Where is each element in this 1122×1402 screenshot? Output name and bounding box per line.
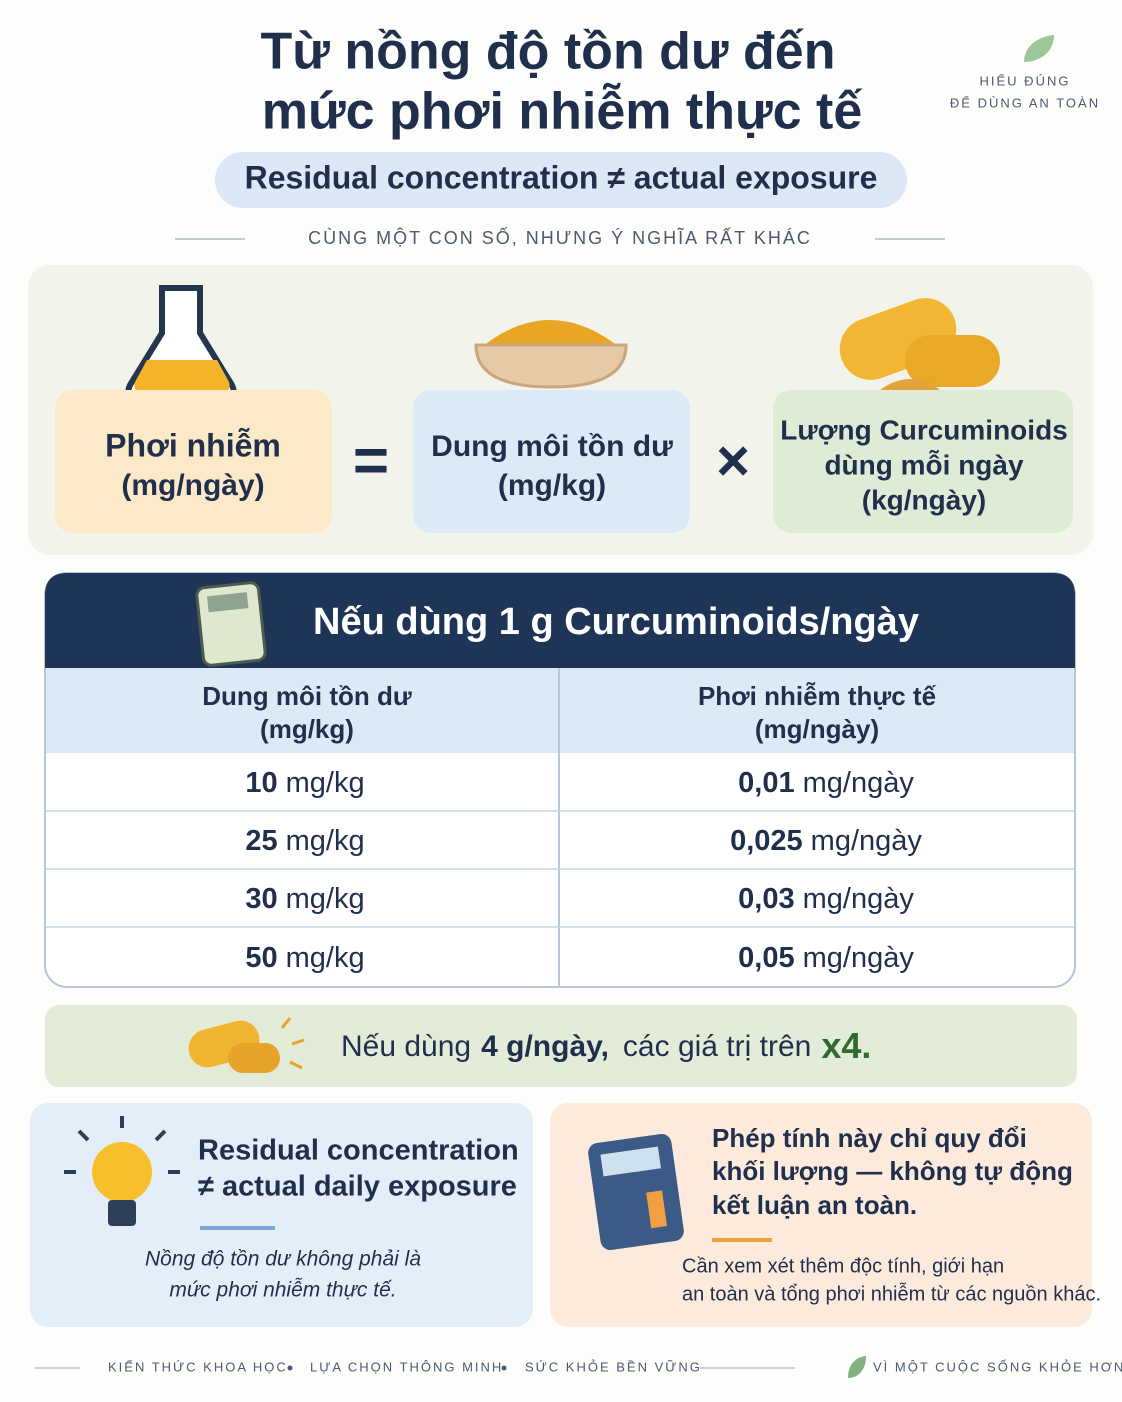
table-cell: 50 mg/kg [245,942,364,974]
card-text: Nồng độ tồn dư không phải là [145,1248,421,1271]
sparkle [280,1017,305,1070]
calculator-screen [600,1146,661,1177]
info-card [550,1103,1092,1327]
table-cell: 10 mg/kg [245,767,364,799]
card-text: Cần xem xét thêm độc tính, giới hạn [682,1255,1004,1277]
note-part: các giá trị trên [623,1030,811,1063]
note-part: x4. [821,1025,871,1066]
card-title: ≠ actual daily exposure [198,1171,517,1203]
footer-item: SỨC KHỎE BỀN VỮNG [525,1359,702,1374]
footer-slogan: VÌ MỘT CUỘC SỐNG KHỎE HƠN [873,1359,1122,1374]
cell-value: 0,025 [730,825,803,857]
powder [880,379,940,390]
bulb-icon [64,1116,180,1226]
cell-unit: mg/ngày [803,767,915,799]
note-part: Nếu dùng [341,1030,471,1063]
formula-term: (kg/ngày) [862,484,986,515]
title-line: mức phơi nhiễm thực tế [262,83,863,141]
subtitle-pill [215,152,907,208]
formula-term: dùng mỗi ngày [824,449,1024,480]
calculator-screen [206,592,249,613]
table-cell: 0,01 mg/ngày [738,767,914,799]
card-title: Phép tính này chỉ quy đổi [712,1123,1027,1153]
bowl-icon [474,320,628,389]
cell-unit: mg/kg [286,942,365,974]
calculator-icon [195,581,267,667]
capsule-icon [839,298,1000,390]
note-band [45,1005,1077,1087]
card-title: Residual concentration [198,1135,519,1167]
cell-value: 30 [245,883,277,915]
column-label: Phơi nhiễm thực tế [698,681,937,711]
operator: = [353,426,389,495]
note-part: 4 g/ngày, [481,1030,609,1063]
table-cell: 0,025 mg/ngày [730,825,922,857]
cell-value: 50 [245,942,277,974]
formula-term: (mg/ngày) [121,469,264,502]
leaf-icon [848,1356,866,1378]
table-cell: 25 mg/kg [245,825,364,857]
table-cell: 30 mg/kg [245,883,364,915]
info-card [30,1103,533,1327]
capsule-icon [188,1017,305,1073]
cell-value: 0,03 [738,883,794,915]
card-text: an toàn và tổng phơi nhiễm từ các nguồn … [682,1282,1101,1305]
table-header [45,573,1075,668]
cell-value: 0,05 [738,942,794,974]
footer-item: LỰA CHỌN THÔNG MINH [310,1359,503,1374]
formula-box [773,390,1073,533]
title-line: Từ nồng độ tồn dư đến [261,23,836,81]
leaf-icon [1024,35,1054,62]
card-title: khối lượng — không tự động [712,1156,1073,1186]
note-text: Nếu dùng 4 g/ngày, các giá trị trên x4. [341,1025,871,1066]
bulb [92,1142,152,1202]
tagline: CÙNG MỘT CON SỐ, NHƯNG Ý NGHĨA RẤT KHÁC [308,227,812,248]
badge-text: ĐỂ DÙNG AN TOÀN [950,95,1100,110]
flask-liquid [134,360,230,392]
cell-unit: mg/ngày [803,942,915,974]
subtitle: Residual concentration ≠ actual exposure [245,159,878,195]
capsule [905,335,1000,387]
powder [478,320,623,350]
formula-term: Phơi nhiễm [105,427,281,463]
column-unit: (mg/kg) [260,714,354,744]
bowl [474,343,628,389]
cell-unit: mg/kg [286,825,365,857]
cell-unit: mg/kg [286,883,365,915]
table-cell: 0,03 mg/ngày [738,883,914,915]
card-text: mức phơi nhiễm thực tế. [169,1279,396,1302]
card-title: kết luận an toàn. [712,1190,917,1220]
calculator-icon [588,1133,684,1251]
footer-item: KIẾN THỨC KHOA HỌC [108,1359,288,1374]
formula-box [413,390,690,533]
table-cell: 0,05 mg/ngày [738,942,914,974]
cell-value: 0,01 [738,767,794,799]
formula-term: Dung môi tồn dư [431,430,673,463]
formula-term: Lượng Curcuminoids [780,414,1068,445]
cell-unit: mg/kg [286,767,365,799]
cell-value: 25 [245,825,277,857]
bulb-base [108,1200,136,1226]
formula-box [55,390,332,533]
cell-unit: mg/ngày [811,825,923,857]
flask-icon [125,285,237,402]
capsule [228,1043,280,1073]
operator: × [716,428,750,493]
bulb-rays [64,1116,180,1174]
calculator-key [646,1190,668,1229]
formula-term: (mg/kg) [498,469,606,502]
badge-text: HIỂU ĐÚNG [980,73,1071,88]
cell-unit: mg/ngày [803,883,915,915]
table-title: Nếu dùng 1 g Curcuminoids/ngày [313,601,919,643]
separator-dot [287,1365,293,1371]
separator-dot [501,1365,507,1371]
cell-value: 10 [245,767,277,799]
column-label: Dung môi tồn dư [202,681,412,711]
column-unit: (mg/ngày) [755,714,879,744]
